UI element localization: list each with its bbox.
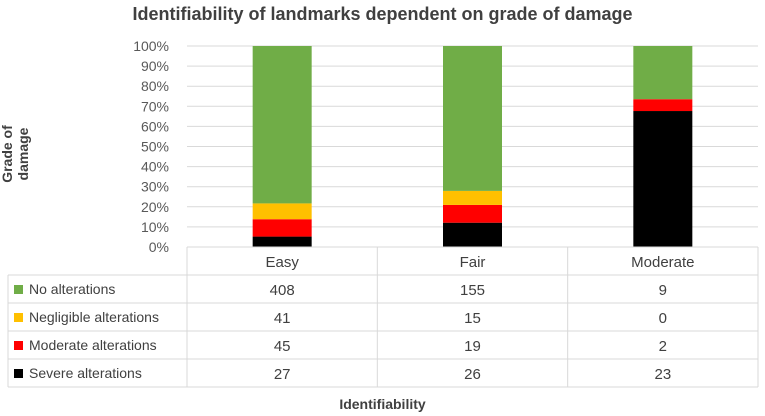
y-tick-label: 90% xyxy=(141,58,169,74)
bar-fair-negligible-alterations xyxy=(443,190,502,205)
legend-key-severe-alterations xyxy=(14,369,23,378)
bar-fair-severe-alterations xyxy=(443,222,502,247)
x-tick-label: Fair xyxy=(460,254,486,271)
y-tick-label: 100% xyxy=(133,38,169,54)
data-label: 45 xyxy=(274,338,291,355)
x-axis-label: Identifiability xyxy=(339,396,426,412)
y-tick-label: 20% xyxy=(141,199,169,215)
chart-title: Identifiability of landmarks dependent o… xyxy=(132,4,633,24)
data-label: 27 xyxy=(274,366,291,383)
y-tick-label: 60% xyxy=(141,118,169,134)
bar-easy-negligible-alterations xyxy=(252,203,312,220)
data-label: 15 xyxy=(464,310,481,327)
bar-easy-no-alterations xyxy=(252,46,312,204)
legend-label: Severe alterations xyxy=(29,365,142,381)
data-label: 2 xyxy=(659,338,667,355)
legend-key-negligible-alterations xyxy=(14,313,23,322)
legend-label: Negligible alterations xyxy=(29,309,159,325)
data-label: 23 xyxy=(654,366,671,383)
x-tick-label: Easy xyxy=(265,254,299,271)
bar-easy-moderate-alterations xyxy=(252,219,312,237)
data-label: 9 xyxy=(659,282,667,299)
bar-fair-moderate-alterations xyxy=(443,204,502,223)
data-label: 408 xyxy=(270,282,295,299)
bar-easy-severe-alterations xyxy=(252,236,312,247)
legend-key-no-alterations xyxy=(14,285,23,294)
y-tick-label: 0% xyxy=(149,239,169,255)
y-tick-label: 70% xyxy=(141,98,169,114)
data-label: 0 xyxy=(659,310,667,327)
legend-label: No alterations xyxy=(29,281,115,297)
data-label: 19 xyxy=(464,338,481,355)
legend-key-moderate-alterations xyxy=(14,341,23,350)
legend-label: Moderate alterations xyxy=(29,337,157,353)
data-label: 155 xyxy=(460,282,485,299)
data-label: 41 xyxy=(274,310,291,327)
bar-moderate-severe-alterations xyxy=(633,111,693,247)
y-tick-label: 80% xyxy=(141,78,169,94)
y-tick-label: 50% xyxy=(141,139,169,155)
y-tick-label: 30% xyxy=(141,179,169,195)
y-tick-label: 40% xyxy=(141,159,169,175)
bar-moderate-no-alterations xyxy=(633,46,693,100)
data-label: 26 xyxy=(464,366,481,383)
bar-moderate-moderate-alterations xyxy=(633,99,693,112)
x-tick-label: Moderate xyxy=(631,254,694,271)
y-tick-label: 10% xyxy=(141,219,169,235)
bar-fair-no-alterations xyxy=(443,46,502,191)
